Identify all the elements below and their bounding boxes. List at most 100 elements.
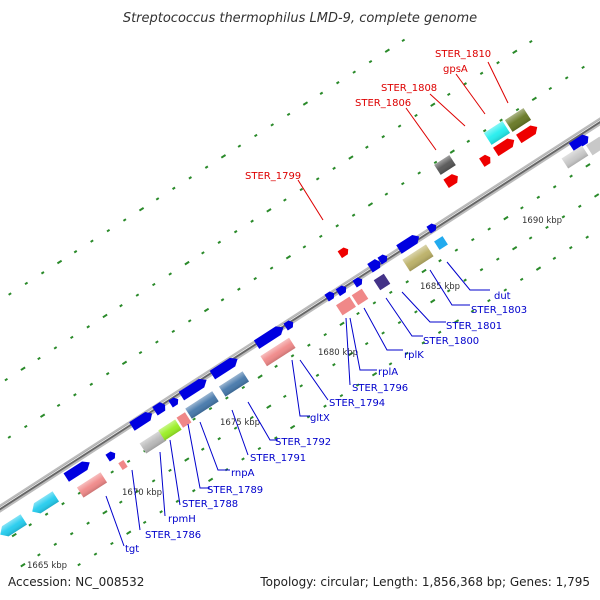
label-STER_1806[interactable]: STER_1806	[355, 98, 411, 109]
tick-mark	[512, 49, 518, 55]
tick-mark	[585, 163, 591, 168]
label-STER_1799[interactable]: STER_1799	[245, 171, 301, 182]
tick-mark	[367, 202, 374, 207]
tick-mark	[585, 235, 590, 239]
label-STER_1801[interactable]: STER_1801	[446, 321, 502, 332]
gene-STER_1796-fwd[interactable]	[324, 290, 336, 302]
gene-STER_1800-fwd[interactable]	[377, 253, 389, 265]
tick-mark	[470, 237, 475, 242]
gene-STER_1799[interactable]	[337, 246, 351, 259]
gene-STER_1806[interactable]	[443, 172, 460, 188]
tick-mark	[184, 457, 190, 462]
tick-mark	[535, 266, 542, 271]
tick-mark	[384, 192, 389, 196]
tick-mark	[397, 320, 402, 325]
label-STER_1810[interactable]: STER_1810	[435, 49, 491, 60]
feature-rplA[interactable]	[351, 288, 369, 306]
tick-mark	[86, 521, 90, 525]
kbp-ticks	[4, 38, 600, 568]
tick-mark	[69, 335, 74, 340]
tick-mark	[102, 313, 108, 319]
feature-STER_1810[interactable]	[504, 108, 532, 132]
feature-rnpA[interactable]	[176, 412, 192, 428]
tick-mark	[171, 186, 176, 190]
tick-mark	[187, 319, 192, 323]
gene-cyan-1[interactable]	[29, 491, 60, 516]
feature-STER_1800[interactable]	[373, 273, 391, 291]
gene-dut-fwd[interactable]	[426, 222, 438, 234]
tick-mark	[110, 541, 114, 546]
gene-rplA-fwd2[interactable]	[352, 276, 364, 288]
feature-STER_1801[interactable]	[402, 244, 434, 272]
feature-STER_1806[interactable]	[434, 155, 456, 175]
label-gltX[interactable]: gltX	[310, 413, 330, 424]
label-STER_1791[interactable]: STER_1791	[250, 453, 306, 464]
label-STER_1808[interactable]: STER_1808	[381, 83, 437, 94]
label-STER_1794[interactable]: STER_1794	[329, 398, 385, 409]
gene-STER_1801-fwd[interactable]	[396, 232, 422, 254]
tick-mark	[299, 187, 304, 192]
tick-mark	[503, 215, 509, 221]
feature-right-grey[interactable]	[561, 145, 589, 169]
gene-STER_1810-fwd[interactable]	[516, 123, 540, 144]
label-STER_1788[interactable]: STER_1788	[182, 499, 238, 510]
label-STER_1786[interactable]: STER_1786	[145, 530, 201, 541]
tick-mark	[273, 436, 278, 440]
gene-tgt[interactable]	[63, 458, 93, 482]
tick-mark	[53, 346, 58, 350]
feature-right-grey2[interactable]	[586, 136, 600, 156]
tick-mark	[225, 396, 229, 400]
label-STER_1789[interactable]: STER_1789	[207, 485, 263, 496]
feature-rpmH[interactable]	[118, 460, 128, 470]
label-STER_1803[interactable]: STER_1803	[471, 305, 527, 316]
tick-mark	[307, 343, 311, 347]
gene-small-fwd[interactable]	[168, 396, 180, 408]
label-gpsA[interactable]: gpsA	[443, 64, 468, 75]
gene-STER_1794-fwd[interactable]	[283, 319, 295, 331]
feature-STER_1789[interactable]	[158, 419, 182, 441]
gene-STER_1789[interactable]	[129, 409, 155, 431]
feature-dut[interactable]	[434, 236, 448, 250]
gene-cyan-2[interactable]	[0, 514, 28, 539]
gene-STER_1792-fwd[interactable]	[209, 355, 241, 380]
feature-STER_1796[interactable]	[336, 296, 356, 316]
feature-STER_1788[interactable]	[139, 430, 167, 454]
tick-mark	[414, 310, 418, 314]
tick-mark	[364, 341, 369, 346]
gene-rplK-fwd[interactable]	[367, 258, 383, 273]
feature-tgt[interactable]	[76, 472, 108, 498]
feature-gpsA[interactable]	[483, 121, 511, 145]
gene-rpmH[interactable]	[105, 450, 117, 462]
tick-mark	[371, 372, 378, 377]
label-rnpA[interactable]: rnpA	[231, 468, 255, 479]
label-rplA[interactable]: rplA	[378, 367, 398, 378]
label-STER_1800[interactable]: STER_1800	[423, 336, 479, 347]
label-STER_1796[interactable]: STER_1796	[352, 383, 408, 394]
tick-mark	[372, 301, 377, 305]
gene-STER_1788-fwd[interactable]	[152, 401, 168, 416]
feature-STER_1791[interactable]	[185, 391, 219, 419]
label-tgt[interactable]: tgt	[125, 544, 139, 555]
tick-mark	[503, 288, 508, 292]
tick-mark	[208, 406, 213, 411]
feature-gltX[interactable]	[260, 337, 296, 367]
gene-gltX-fwd[interactable]	[253, 323, 286, 349]
feature-STER_1792[interactable]	[218, 371, 250, 397]
tick-mark	[155, 197, 160, 201]
tick-mark	[135, 293, 140, 297]
label-rpmH[interactable]: rpmH	[168, 514, 196, 525]
gene-right-fwd[interactable]	[568, 132, 591, 152]
tick-mark	[7, 435, 12, 439]
label-rplK[interactable]: rplK	[404, 350, 424, 361]
gene-rplA-fwd[interactable]	[335, 284, 349, 297]
gene-gpsA-fwd[interactable]	[493, 136, 517, 157]
gene-STER_1808[interactable]	[479, 153, 493, 167]
gene-STER_1791-fwd[interactable]	[178, 376, 210, 401]
tick-mark	[241, 385, 246, 390]
tick-mark	[23, 424, 28, 429]
label-dut[interactable]: dut	[494, 291, 511, 302]
tick-mark	[319, 91, 324, 95]
tick-mark	[332, 166, 336, 170]
label-STER_1792[interactable]: STER_1792	[275, 437, 331, 448]
tick-mark	[40, 271, 45, 275]
